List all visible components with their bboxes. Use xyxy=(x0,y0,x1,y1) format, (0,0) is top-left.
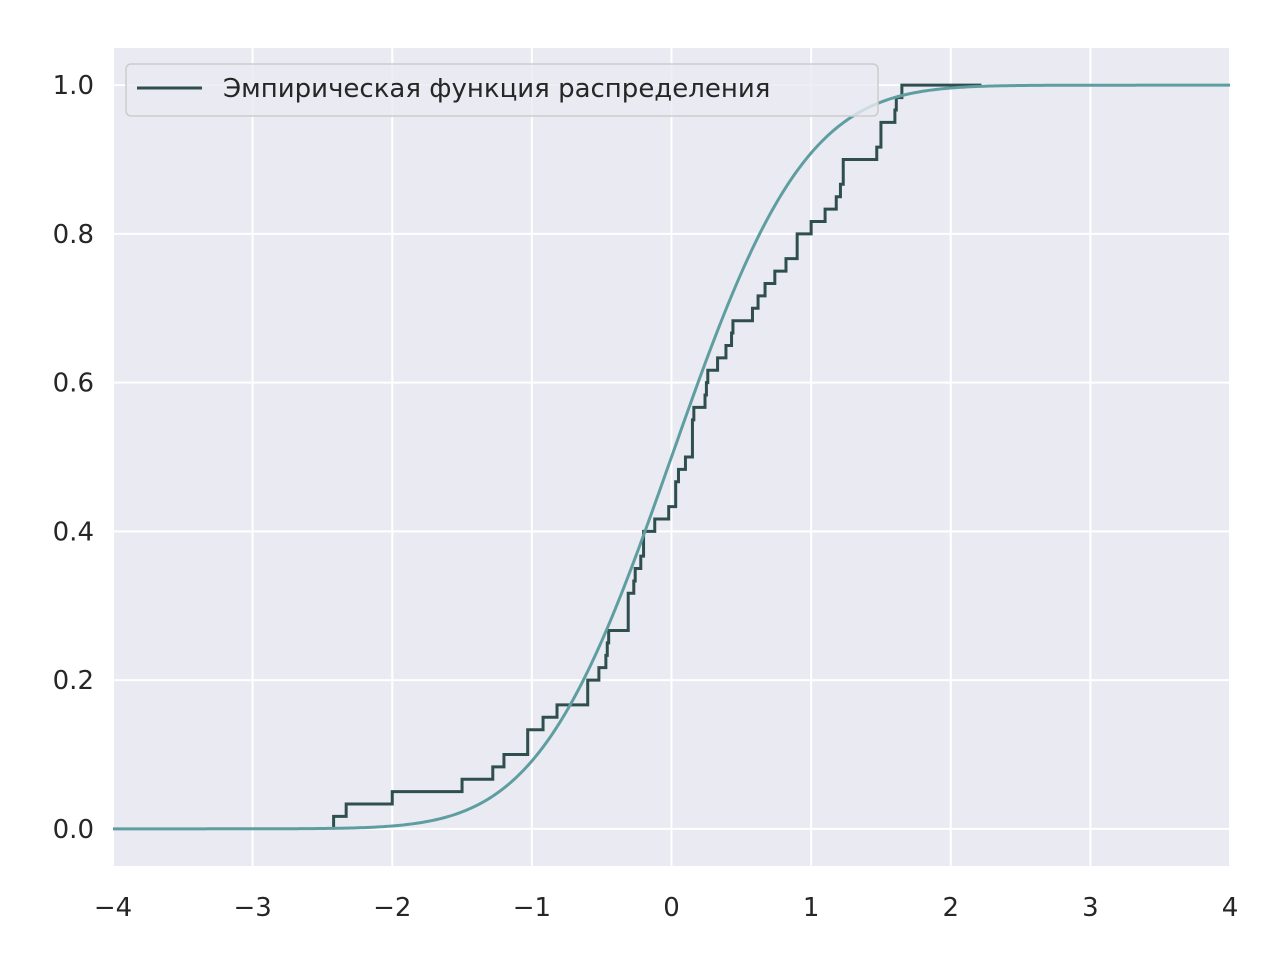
y-tick-label: 0.6 xyxy=(53,369,94,399)
y-tick-label: 0.2 xyxy=(53,666,94,696)
x-tick-label: 4 xyxy=(1222,893,1239,923)
x-tick-label: −3 xyxy=(233,893,271,923)
series-ecdf-line xyxy=(332,83,982,829)
legend-label: Эмпирическая функция распределения xyxy=(223,74,770,104)
x-tick-label: −2 xyxy=(373,893,411,923)
x-tick-label: 0 xyxy=(663,893,680,923)
y-tick-label: 0.8 xyxy=(53,220,94,250)
legend-box xyxy=(125,63,879,117)
legend: Эмпирическая функция распределения xyxy=(125,63,879,117)
x-tick-label: 2 xyxy=(942,893,959,923)
x-tick-label: −1 xyxy=(513,893,551,923)
x-tick-label: −4 xyxy=(94,893,132,923)
y-axis-ticks: 0.0 0.2 0.4 0.6 0.8 1.0 xyxy=(53,71,94,845)
x-tick-label: 1 xyxy=(803,893,820,923)
x-axis-ticks: −4 −3 −2 −1 0 1 2 3 4 xyxy=(94,893,1238,923)
y-tick-label: 1.0 xyxy=(53,71,94,101)
x-tick-label: 3 xyxy=(1082,893,1099,923)
y-tick-label: 0.4 xyxy=(53,517,94,547)
y-tick-label: 0.0 xyxy=(53,815,94,845)
series-layer xyxy=(113,83,1230,831)
series-normal-cdf-curve xyxy=(113,83,1230,831)
